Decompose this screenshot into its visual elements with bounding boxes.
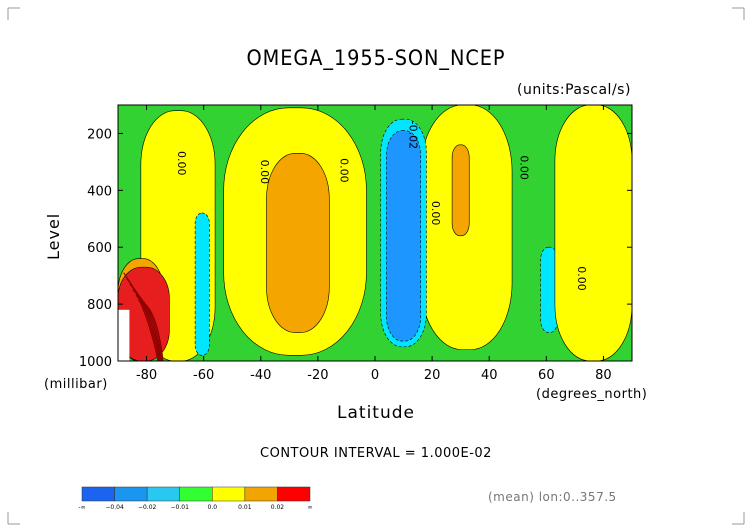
contour-label: 0.00 bbox=[518, 155, 531, 180]
contour-interval: CONTOUR INTERVAL = 1.000E-02 bbox=[260, 446, 492, 461]
colorbar-label: −0.02 bbox=[138, 504, 157, 511]
x-tick-label: -20 bbox=[307, 368, 328, 383]
colorbar: -∞ −0.04 −0.02 −0.01 0.0 0.01 0.02 ∞ bbox=[78, 486, 313, 511]
x-axis-label: Latitude bbox=[337, 403, 415, 423]
contour-labels: 0.00 0.00 0.00 -0.02 0.00 0.00 0.00 bbox=[175, 121, 588, 291]
x-tick-label: 20 bbox=[424, 368, 441, 383]
mean-note: (mean) lon:0..357.5 bbox=[488, 490, 617, 504]
x-tick-label: 40 bbox=[481, 368, 498, 383]
x-tick-label: -40 bbox=[250, 368, 271, 383]
contour-line-strong bbox=[129, 283, 161, 361]
x-tick-label: 0 bbox=[371, 368, 379, 383]
colorbar-label: 0.02 bbox=[271, 504, 285, 511]
contour-field bbox=[118, 105, 632, 361]
crop-marks bbox=[7, 7, 745, 525]
contour-label: 0.00 bbox=[575, 266, 588, 291]
colorbar-label: −0.04 bbox=[105, 504, 124, 511]
colorbar-label: 0.0 bbox=[208, 504, 218, 511]
contour-label: 0.00 bbox=[338, 158, 351, 183]
contour-region--0.02 bbox=[386, 130, 421, 342]
colorbar-swatch bbox=[212, 486, 246, 502]
contour-region-0.01 bbox=[554, 105, 632, 361]
colorbar-swatch bbox=[146, 486, 180, 502]
x-axis-units: (degrees_north) bbox=[536, 387, 648, 402]
contour-region--0.01 bbox=[194, 212, 210, 356]
x-tick-label: -80 bbox=[136, 368, 157, 383]
x-tick-label: -60 bbox=[193, 368, 214, 383]
y-tick-label: 1000 bbox=[79, 355, 112, 370]
units-label: (units:Pascal/s) bbox=[517, 82, 631, 98]
chart-title: OMEGA_1955-SON_NCEP bbox=[246, 46, 506, 70]
colorbar-swatch bbox=[81, 486, 115, 502]
missing-data-block bbox=[118, 309, 130, 361]
y-tick-label: 800 bbox=[87, 298, 112, 313]
colorbar-label: -∞ bbox=[78, 504, 85, 511]
contour-line-strong bbox=[138, 300, 164, 361]
y-ticks: 200 400 600 800 1000 bbox=[79, 127, 632, 370]
y-axis-units: (millibar) bbox=[44, 377, 108, 392]
colorbar-swatch bbox=[244, 486, 278, 502]
contour-line-strong bbox=[135, 295, 163, 361]
colorbar-label: −0.01 bbox=[171, 504, 190, 511]
colorbar-swatch bbox=[179, 486, 213, 502]
contour-label: 0.00 bbox=[429, 201, 442, 226]
contour-line-strong bbox=[126, 278, 160, 361]
y-tick-label: 400 bbox=[87, 184, 112, 199]
x-ticks: -80 -60 -40 -20 0 20 40 60 80 bbox=[136, 105, 612, 383]
colorbar-swatch bbox=[277, 486, 311, 502]
y-tick-label: 600 bbox=[87, 241, 112, 256]
contour-label: -0.02 bbox=[406, 121, 419, 149]
contour-line-strong bbox=[132, 289, 162, 361]
colorbar-label: ∞ bbox=[308, 504, 313, 511]
contour-region-0.02 bbox=[451, 144, 470, 237]
colorbar-label: 0.01 bbox=[238, 504, 252, 511]
colorbar-swatch bbox=[114, 486, 148, 502]
y-tick-label: 200 bbox=[87, 127, 112, 142]
contour-label: 0.00 bbox=[175, 151, 188, 176]
contour-label: 0.00 bbox=[258, 160, 271, 185]
x-tick-label: 80 bbox=[595, 368, 612, 383]
contour-region-0.02 bbox=[266, 153, 330, 333]
x-tick-label: 60 bbox=[538, 368, 555, 383]
